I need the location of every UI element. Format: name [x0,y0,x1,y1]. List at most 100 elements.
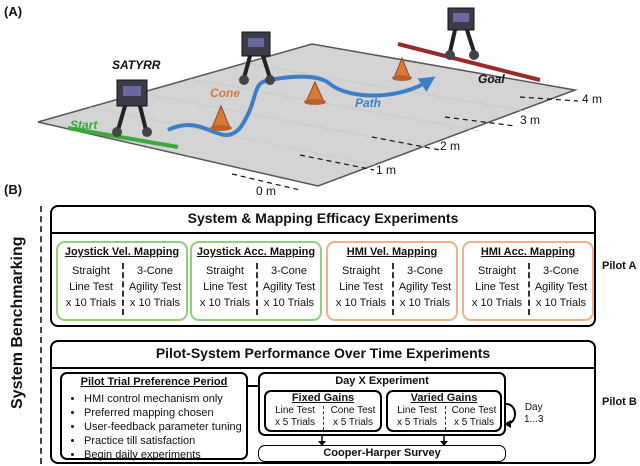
trial-count: x 5 Trials [453,417,494,428]
test-name-line2: Agility Test [262,281,316,293]
day-loop-arrow [504,403,516,428]
cone-1 [210,104,232,131]
cone-agility-test: 3-Cone Agility Test x 10 Trials [530,263,592,311]
performance-title-divider [52,367,594,369]
test-name-line1: 3-Cone [270,265,308,277]
mapping-box-hmi-vel: HMI Vel. Mapping Straight Line Test x 10… [326,241,458,321]
day-loop-range: 1...3 [524,414,544,425]
day-x-box: Day X Experiment Fixed Gains Line Test x… [258,372,506,436]
test-name-line1: 3-Cone [406,265,444,277]
cone-2 [304,80,326,105]
distance-label-0: 0 m [256,184,277,198]
preference-item: Begin daily experiments [84,448,242,462]
test-name: Line Test [275,405,315,416]
box-divider [528,263,530,315]
distance-label-3: 3 m [520,113,541,127]
distance-guides [231,96,579,191]
trial-count: x 10 Trials [199,297,251,309]
box-divider [256,263,258,315]
test-name-line2: Line Test [475,281,519,293]
box-divider [323,406,324,430]
mapping-title: Joystick Acc. Mapping [196,246,316,258]
day-x-title: Day X Experiment [335,375,429,387]
trial-count: x 10 Trials [471,297,523,309]
cone-agility-test: 3-Cone Agility Test x 10 Trials [258,263,320,311]
line-test: Line Test x 5 Trials [390,405,444,429]
straight-line-test: Straight Line Test x 10 Trials [466,263,528,311]
survey-label: Cooper-Harper Survey [323,447,441,459]
mapping-title: Joystick Vel. Mapping [64,246,180,258]
preference-item: HMI control mechanism only [84,392,242,406]
cooper-harper-survey-box: Cooper-Harper Survey [258,445,506,462]
goal-label: Goal [478,72,505,86]
straight-line-test: Straight Line Test x 10 Trials [60,263,122,311]
test-name-line1: 3-Cone [136,265,174,277]
box-divider [122,263,124,315]
robot-start [112,79,152,137]
distance-label-2: 2 m [440,139,461,153]
panel-b-label: (B) [4,182,23,197]
preference-period-box: Pilot Trial Preference Period HMI contro… [60,372,248,462]
mapping-box-joystick-vel: Joystick Vel. Mapping Straight Line Test… [56,241,188,321]
trial-count: x 10 Trials [535,297,587,309]
test-name-line1: Straight [206,265,244,277]
test-name: Cone Test [330,405,376,416]
fixed-gains-title: Fixed Gains [291,392,355,404]
test-name-line2: Line Test [69,281,113,293]
goal-line [397,42,541,82]
efficacy-section: System & Mapping Efficacy Experiments Jo… [50,205,596,327]
pilot-a-label: Pilot A [602,260,637,272]
preference-item: Preferred mapping chosen [84,406,242,420]
survey-arrows [318,436,448,446]
mapping-title: HMI Vel. Mapping [346,246,438,258]
trial-count: x 5 Trials [396,417,437,428]
box-divider [445,406,446,430]
trial-count: x 10 Trials [65,297,117,309]
fixed-gains-box: Fixed Gains Line Test x 5 Trials Cone Te… [264,390,382,432]
test-name: Cone Test [451,405,497,416]
test-name-line1: Straight [72,265,110,277]
panel-a-label: (A) [4,4,23,19]
preference-item: Practice till satisfaction [84,434,242,448]
trial-count: x 5 Trials [274,417,315,428]
mapping-box-joystick-acc: Joystick Acc. Mapping Straight Line Test… [190,241,322,321]
trial-count: x 10 Trials [263,297,315,309]
straight-line-test: Straight Line Test x 10 Trials [330,263,392,311]
test-name-line2: Line Test [203,281,247,293]
trial-count: x 10 Trials [335,297,387,309]
floor-mat [37,43,578,187]
cone-agility-test: 3-Cone Agility Test x 10 Trials [394,263,456,311]
robot-goal [445,7,479,60]
line-test: Line Test x 5 Trials [268,405,322,429]
system-benchmarking-title: System Benchmarking [9,236,26,409]
start-line [67,126,179,149]
trial-count: x 10 Trials [399,297,451,309]
test-name-line1: 3-Cone [542,265,580,277]
test-name-line2: Agility Test [128,281,182,293]
cone-test: Cone Test x 5 Trials [326,405,380,429]
mapping-box-hmi-acc: HMI Acc. Mapping Straight Line Test x 10… [462,241,594,321]
distance-label-4: 4 m [582,92,603,106]
side-dashed-line [40,206,42,464]
cone-test: Cone Test x 5 Trials [448,405,500,429]
cone-label: Cone [210,86,240,100]
box-divider [392,263,394,315]
day-loop-label: Day 1...3 [524,402,543,426]
test-name-line2: Agility Test [398,281,452,293]
test-field-illustration [37,7,579,191]
mapping-title: HMI Acc. Mapping [480,246,576,258]
preference-item: User-feedback parameter tuning [84,420,242,434]
distance-label-1: 1 m [376,163,397,177]
test-name-line2: Agility Test [534,281,588,293]
start-label: Start [70,118,98,132]
test-name-line1: Straight [478,265,516,277]
trial-count: x 10 Trials [129,297,181,309]
straight-line-test: Straight Line Test x 10 Trials [194,263,256,311]
test-name: Line Test [397,405,437,416]
performance-section: Pilot-System Performance Over Time Exper… [50,340,596,464]
test-name-line1: Straight [342,265,380,277]
pilot-b-label: Pilot B [602,396,637,408]
path-label: Path [355,96,382,110]
performance-title: Pilot-System Performance Over Time Exper… [155,345,491,361]
robot-middle [239,31,275,85]
